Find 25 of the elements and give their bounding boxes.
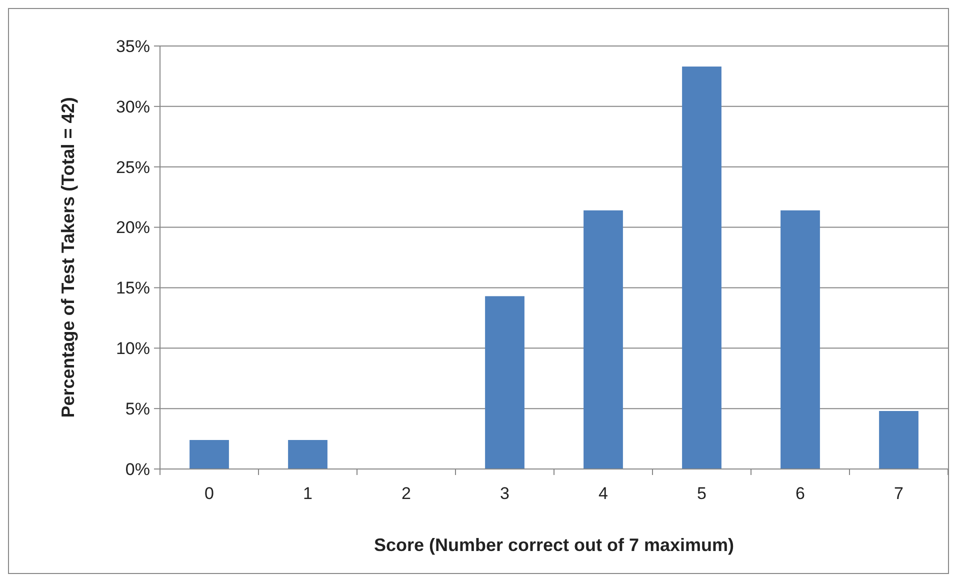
bar — [485, 296, 524, 469]
bar — [584, 210, 623, 469]
y-tick-label: 5% — [125, 400, 150, 419]
bar — [780, 210, 820, 469]
y-tick-label: 20% — [116, 218, 150, 238]
y-axis-title: Percentage of Test Takers (Total = 42) — [58, 97, 78, 418]
y-tick-label: 15% — [116, 278, 150, 298]
x-tick-label: 7 — [894, 484, 904, 503]
y-tick-label: 35% — [116, 36, 150, 56]
x-tick-label: 6 — [796, 484, 805, 503]
y-tick-label: 0% — [125, 460, 150, 479]
bar — [682, 66, 722, 469]
x-tick-label: 3 — [500, 484, 510, 503]
x-tick-label: 5 — [697, 484, 706, 503]
x-axis-title: Score (Number correct out of 7 maximum) — [374, 535, 734, 555]
y-tick-label: 10% — [116, 339, 150, 358]
x-tick-label: 0 — [204, 484, 214, 503]
y-tick-label: 25% — [116, 158, 150, 177]
x-tick-label: 1 — [303, 484, 312, 503]
x-tick-label: 2 — [402, 484, 411, 503]
bar — [879, 410, 918, 469]
x-tick-label: 4 — [598, 484, 608, 503]
bar — [190, 440, 229, 469]
bar — [288, 440, 328, 469]
y-tick-label: 30% — [116, 97, 150, 116]
